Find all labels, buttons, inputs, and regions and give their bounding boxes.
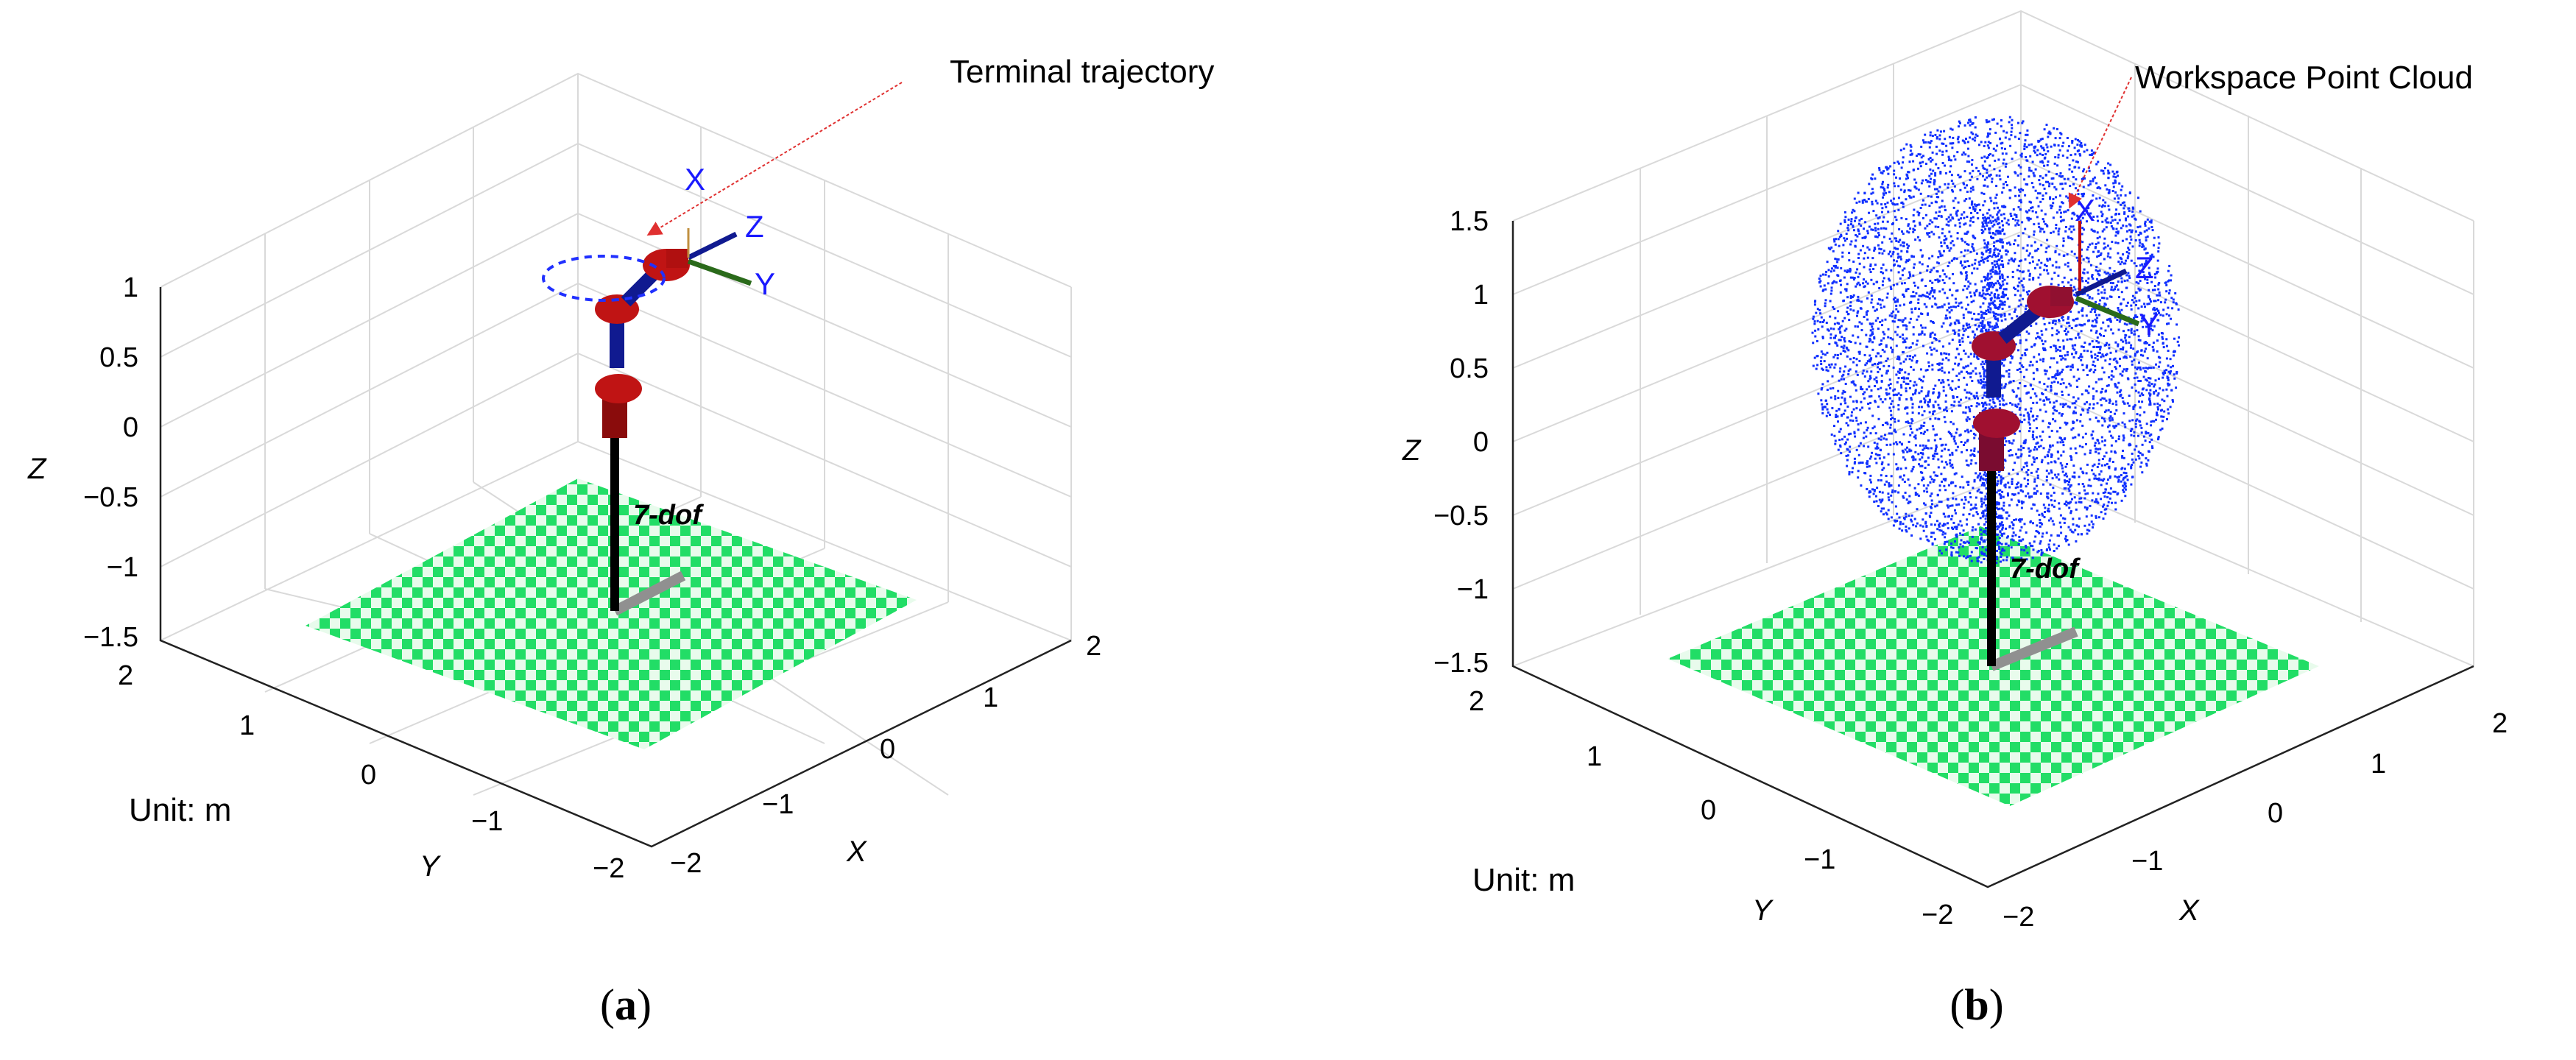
panel-b-point-cloud	[1811, 116, 2181, 565]
x-tick: 1	[2371, 749, 2386, 780]
panel-b-subcaption: (b)	[1949, 981, 2003, 1029]
panel-a-annotation-arrow	[646, 82, 903, 236]
z-tick: −0.5	[1433, 501, 1489, 531]
z-tick: 1	[123, 272, 138, 303]
panel-a-z-ticks: 1 0.5 0 −0.5 −1 −1.5	[83, 272, 138, 653]
z-tick: −1	[107, 552, 138, 583]
z-tick: 1	[1473, 280, 1489, 311]
panel-b-z-label: Z	[1402, 434, 1422, 467]
panel-b-x-label: X	[2178, 894, 2200, 927]
panel-a-unit: Unit: m	[129, 792, 231, 828]
x-tick: −2	[2002, 902, 2034, 933]
panel-b-frame-x-label: X	[2075, 193, 2095, 227]
y-tick: 0	[1701, 795, 1716, 826]
x-tick: −2	[670, 848, 702, 879]
y-tick: −2	[593, 853, 624, 884]
panel-b-annotation: Workspace Point Cloud	[2135, 60, 2473, 96]
panel-a-x-label: X	[846, 835, 867, 868]
panel-a-annotation: Terminal trajectory	[950, 54, 1214, 90]
z-tick: 1.5	[1450, 206, 1489, 237]
y-tick: 2	[118, 660, 133, 691]
x-tick: 0	[2268, 798, 2283, 829]
panel-b-robot-label: 7-dof	[2010, 554, 2081, 584]
z-tick: −1.5	[1433, 648, 1489, 679]
y-tick: −1	[471, 806, 503, 837]
z-tick: −1.5	[83, 622, 138, 653]
panel-a-z-label: Z	[27, 453, 47, 485]
panel-a-subcaption: (a)	[600, 981, 652, 1029]
panel-b-y-ticks: 2 1 0 −1 −2	[1469, 686, 1953, 930]
panel-b-x-ticks: 2 1 0 −1 −2	[2002, 708, 2508, 933]
terminal-trajectory-path	[542, 255, 666, 302]
panel-a: X Z Y 7-dof Terminal trajectory 1 0.5 0 …	[27, 54, 1214, 1029]
panel-b-frame-y-label: Y	[2139, 307, 2159, 342]
x-tick: −1	[762, 789, 794, 820]
panel-b-unit: Unit: m	[1472, 862, 1575, 898]
x-tick: 0	[880, 734, 895, 765]
z-tick: 0.5	[1450, 353, 1489, 384]
z-tick: 0	[1473, 427, 1489, 458]
y-tick: 2	[1469, 686, 1484, 717]
x-tick: −1	[2131, 846, 2163, 877]
z-tick: −1	[1457, 574, 1489, 605]
panel-a-y-label: Y	[420, 850, 442, 883]
panel-a-floor	[306, 478, 917, 749]
x-tick: 1	[983, 682, 998, 713]
y-tick: 1	[239, 710, 255, 741]
panel-a-robot-label: 7-dof	[633, 500, 704, 531]
x-tick: 2	[2492, 708, 2508, 739]
panel-b-z-ticks: 1.5 1 0.5 0 −0.5 −1 −1.5	[1433, 206, 1489, 679]
panel-a-robot	[542, 228, 752, 616]
y-tick: −1	[1804, 844, 1835, 875]
y-tick: 1	[1587, 741, 1602, 772]
panel-a-y-ticks: 2 1 0 −1 −2	[118, 660, 624, 884]
y-tick: 0	[361, 760, 376, 791]
panel-b-robot	[1972, 221, 2140, 671]
z-tick: 0	[123, 412, 138, 443]
y-tick: −2	[1922, 900, 1953, 930]
z-tick: 0.5	[99, 342, 138, 373]
panel-a-frame-z-label: Z	[745, 209, 764, 244]
panel-a-frame-x-label: X	[685, 162, 705, 197]
panel-a-frame-y-label: Y	[755, 266, 775, 301]
z-tick: −0.5	[83, 482, 138, 513]
panel-b-y-label: Y	[1752, 894, 1774, 927]
panel-a-grid	[160, 72, 1072, 796]
panel-b-annotation-arrow	[2068, 77, 2132, 209]
panel-b: X Z Y 7-dof Workspace Point Cloud 1.5 1 …	[1402, 10, 2508, 1029]
x-tick: 2	[1086, 631, 1101, 662]
panel-a-x-ticks: 2 1 0 −1 −2	[670, 631, 1101, 879]
panel-b-frame-z-label: Z	[2135, 250, 2154, 285]
